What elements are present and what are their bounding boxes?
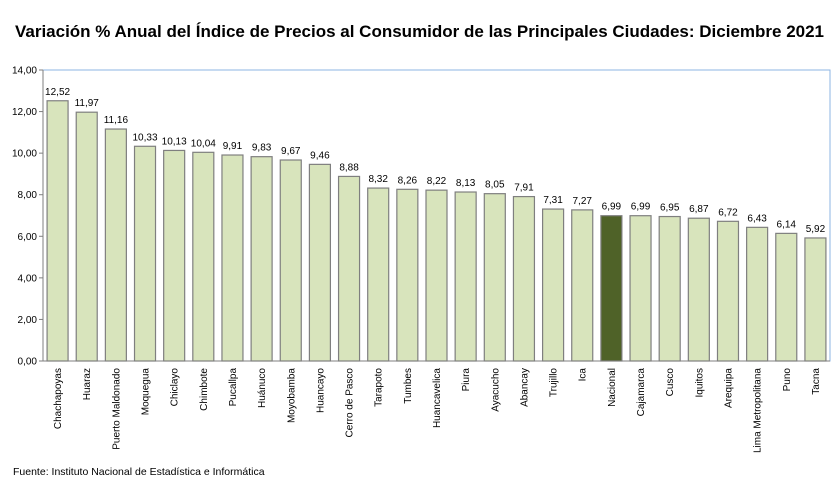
y-tick-label: 10,00 (12, 149, 37, 160)
value-label: 11,16 (104, 115, 129, 126)
bar-25 (775, 232, 798, 362)
bar-5 (192, 151, 215, 362)
y-tick-label: 4,00 (18, 273, 38, 284)
value-label: 6,87 (689, 204, 709, 215)
category-label: Huaraz (82, 368, 93, 400)
category-label: Abancay (519, 368, 530, 407)
value-label: 11,97 (75, 98, 100, 109)
category-label: Cerro de Pasco (345, 368, 356, 438)
bar-3 (133, 145, 157, 362)
category-label: Moquegua (141, 368, 152, 416)
bar-6 (221, 154, 244, 362)
bar-14 (454, 191, 477, 362)
bar-1 (75, 111, 98, 362)
category-label: Tacna (811, 368, 822, 395)
bar-17 (541, 208, 565, 362)
value-label: 6,43 (747, 213, 767, 224)
bar-10 (337, 175, 361, 362)
value-label: 8,88 (339, 162, 359, 173)
value-label: 10,04 (191, 138, 216, 149)
source-note: Fuente: Instituto Nacional de Estadístic… (13, 466, 265, 478)
y-tick-label: 6,00 (18, 232, 38, 243)
bar-26 (804, 237, 827, 362)
bar-12 (396, 188, 419, 362)
category-label: Lima Metropolitana (753, 368, 764, 453)
category-label: Nacional (607, 368, 618, 407)
bar-2 (104, 128, 127, 362)
value-label: 6,99 (602, 202, 622, 213)
value-label: 8,13 (456, 178, 476, 189)
bar-21 (658, 215, 681, 362)
bar-16 (512, 195, 536, 362)
category-label: Huancayo (315, 368, 326, 413)
value-label: 12,52 (45, 87, 70, 98)
category-label: Puno (782, 368, 793, 392)
category-label: Ayacucho (490, 368, 501, 412)
bar-13 (425, 189, 448, 362)
bar-18 (571, 209, 594, 362)
value-label: 7,27 (573, 196, 593, 207)
value-label: 6,14 (777, 219, 797, 230)
y-tick-label: 12,00 (12, 107, 37, 118)
category-label: Tumbes (403, 368, 414, 404)
category-label: Chimbote (199, 368, 210, 411)
category-label: Pucallpa (228, 368, 239, 407)
category-label: Cusco (665, 368, 676, 397)
category-label: Trujillo (549, 368, 560, 398)
bar-7 (250, 156, 273, 362)
value-label: 9,91 (223, 141, 243, 152)
category-label: Chiclayo (170, 368, 181, 407)
y-tick-label: 2,00 (18, 315, 38, 326)
bar-15 (483, 193, 506, 362)
bar-9 (308, 163, 332, 362)
value-label: 9,67 (281, 146, 301, 157)
bar-19 (600, 215, 623, 362)
category-label: Cajamarca (636, 368, 647, 417)
value-label: 6,95 (660, 203, 680, 214)
value-label: 6,99 (631, 202, 651, 213)
category-label: Moyobamba (286, 368, 297, 423)
bar-4 (163, 149, 186, 362)
category-label: Huánuco (257, 368, 268, 408)
category-label: Huancavelica (432, 368, 443, 428)
value-label: 5,92 (806, 224, 826, 235)
y-tick-label: 14,00 (12, 66, 37, 77)
category-label: Piura (461, 368, 472, 392)
chart-title: Variación % Anual del Índice de Precios … (14, 22, 825, 41)
value-label: 7,91 (514, 183, 534, 194)
value-label: 8,22 (427, 176, 447, 187)
bar-24 (746, 226, 769, 362)
value-label: 10,13 (162, 136, 187, 147)
y-tick-label: 8,00 (18, 190, 38, 201)
value-label: 8,32 (368, 174, 388, 185)
bar-0 (46, 100, 69, 362)
category-label: Arequipa (723, 368, 734, 408)
bar-20 (629, 215, 652, 362)
category-label: Chachapoyas (53, 368, 64, 429)
value-label: 7,31 (543, 195, 563, 206)
bar-8 (279, 159, 302, 362)
y-tick-label: 0,00 (18, 357, 38, 368)
value-label: 9,83 (252, 143, 272, 154)
bar-11 (367, 187, 390, 362)
value-label: 9,46 (310, 150, 330, 161)
bar-22 (687, 217, 710, 362)
value-label: 8,26 (398, 175, 418, 186)
value-label: 10,33 (133, 132, 158, 143)
value-label: 8,05 (485, 180, 505, 191)
category-label: Puerto Maldonado (111, 368, 122, 450)
category-label: Ica (578, 368, 589, 382)
bar-23 (716, 220, 740, 362)
category-label: Iquitos (694, 368, 705, 397)
category-label: Tarapoto (374, 368, 385, 407)
value-label: 6,72 (718, 207, 738, 218)
